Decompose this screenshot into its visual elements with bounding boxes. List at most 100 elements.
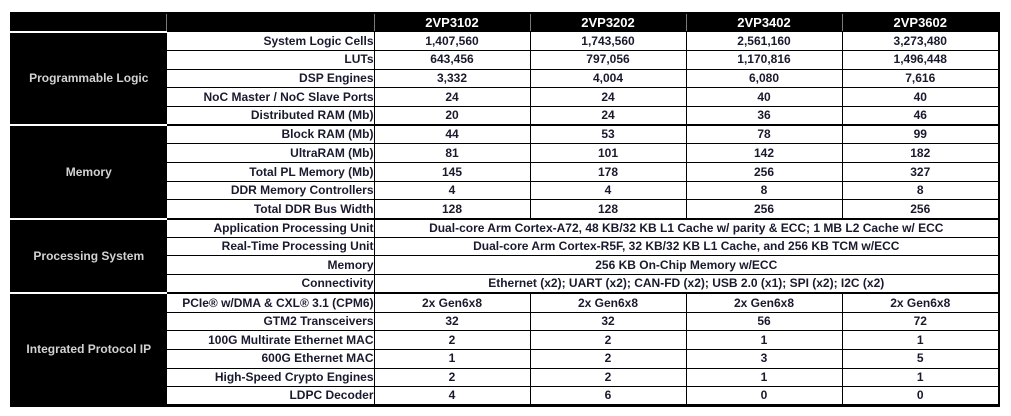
row-label: DSP Engines xyxy=(165,68,375,89)
spec-value: 7,616 xyxy=(841,68,1000,89)
spec-value: 6 xyxy=(529,386,687,406)
spec-value: 128 xyxy=(373,199,531,220)
spec-value: 99 xyxy=(841,124,1000,145)
spec-value: 797,056 xyxy=(529,49,687,70)
spec-value: 101 xyxy=(529,143,687,163)
spec-value: 2x Gen6x8 xyxy=(373,292,531,313)
spec-value: 6,080 xyxy=(685,68,843,89)
spec-value: 1,407,560 xyxy=(373,31,531,51)
spec-value: 1 xyxy=(685,330,843,350)
section-label: Processing System xyxy=(11,217,167,294)
table-row: Real-Time Processing Unit Dual-core Arm C… xyxy=(11,236,1000,257)
table-row: Memory 256 KB On-Chip Memory w/ECC xyxy=(11,255,1000,276)
spec-value: 1,170,816 xyxy=(685,49,843,70)
table-row: Total DDR Bus Width 128 128 256 256 xyxy=(11,199,1000,220)
spec-value: 142 xyxy=(685,143,843,163)
table-row: 100G Multirate Ethernet MAC 2 2 1 1 xyxy=(11,330,1000,350)
row-label: High-Speed Crypto Engines xyxy=(165,367,375,388)
spec-value: 78 xyxy=(685,124,843,145)
section-label: Programmable Logic xyxy=(11,30,167,126)
spec-value: 46 xyxy=(841,105,1000,126)
section-label: Memory xyxy=(11,124,167,219)
spec-value: 128 xyxy=(529,199,687,220)
table-row: High-Speed Crypto Engines 2 2 1 1 xyxy=(11,367,1000,388)
spec-value: 3,273,480 xyxy=(841,31,1000,51)
spec-value: 3,332 xyxy=(373,68,531,89)
column-header: 2VP3402 xyxy=(686,13,843,33)
spec-value: 36 xyxy=(685,105,843,126)
spec-value: 8 xyxy=(685,180,843,201)
spec-value: 2 xyxy=(529,367,687,388)
row-label: 600G Ethernet MAC xyxy=(165,348,375,369)
table-row: LUTs 643,456 797,056 1,170,816 1,496,448 xyxy=(11,49,1000,70)
spec-value: 0 xyxy=(685,386,843,406)
table-row: Programmable Logic System Logic Cells 1,40… xyxy=(11,30,1000,126)
spec-value-span: Dual-core Arm Cortex-R5F, 32 KB/32 KB L1… xyxy=(373,236,1000,257)
row-label: 100G Multirate Ethernet MAC xyxy=(165,330,375,350)
row-label: LUTs xyxy=(165,49,375,70)
spec-value: 2 xyxy=(529,348,687,369)
row-label: GTM2 Transceivers xyxy=(165,311,375,332)
table-row: Memory Block RAM (Mb) 44 53 78 99 xyxy=(11,124,1000,219)
spec-value: 1 xyxy=(685,367,843,388)
row-label: LDPC Decoder xyxy=(165,386,375,406)
spec-value: 256 xyxy=(685,199,843,220)
spec-value: 2 xyxy=(529,330,687,350)
spec-value: 2,561,160 xyxy=(685,31,843,51)
spec-value: 20 xyxy=(373,105,531,126)
spec-value: 44 xyxy=(373,124,531,145)
spec-value: 182 xyxy=(841,143,1000,163)
spec-value: 8 xyxy=(841,180,1000,201)
corner-spacer xyxy=(11,13,167,33)
row-label: Memory xyxy=(165,255,375,276)
spec-value: 2x Gen6x8 xyxy=(685,292,843,313)
spec-value: 40 xyxy=(685,87,843,107)
spec-value: 2 xyxy=(373,367,531,388)
row-label: Connectivity xyxy=(165,274,375,294)
spec-value: 53 xyxy=(529,124,687,145)
table-row: Distributed RAM (Mb) 20 24 36 46 xyxy=(11,105,1000,126)
spec-value: 2x Gen6x8 xyxy=(529,292,687,313)
versal-spec-table: 2VP3102 2VP3202 2VP3402 2VP3602 Programmabl… xyxy=(10,12,1000,407)
column-header: 2VP3602 xyxy=(842,13,1000,33)
spec-value: 0 xyxy=(841,386,1000,406)
spec-value: 256 xyxy=(685,162,843,182)
spec-value: 1 xyxy=(841,330,1000,350)
row-label: Application Processing Unit xyxy=(165,217,375,238)
spec-value: 4 xyxy=(373,180,531,201)
spec-value: 24 xyxy=(529,87,687,107)
spec-value: 1 xyxy=(373,348,531,369)
spec-value: 2 xyxy=(373,330,531,350)
spec-value: 32 xyxy=(529,311,687,332)
row-label: Block RAM (Mb) xyxy=(165,124,375,145)
spec-value: 643,456 xyxy=(373,49,531,70)
row-label: Real-Time Processing Unit xyxy=(165,236,375,257)
table-row: Connectivity Ethernet (x2); UART (x2); CA… xyxy=(11,274,1000,294)
row-label: Distributed RAM (Mb) xyxy=(165,105,375,126)
spec-value: 4 xyxy=(529,180,687,201)
spec-value: 145 xyxy=(373,162,531,182)
spec-value: 56 xyxy=(685,311,843,332)
row-label: Total PL Memory (Mb) xyxy=(165,162,375,182)
table-row: Total PL Memory (Mb) 145 178 256 327 xyxy=(11,162,1000,182)
table-row: DDR Memory Controllers 4 4 8 8 xyxy=(11,180,1000,201)
row-label: PCIe® w/DMA & CXL® 3.1 (CPM6) xyxy=(165,292,375,313)
section-label: Integrated Protocol IP xyxy=(11,292,167,406)
spec-value: 4,004 xyxy=(529,68,687,89)
table-row: LDPC Decoder 4 6 0 0 xyxy=(11,386,1000,406)
spec-value: 4 xyxy=(373,386,531,406)
row-label: UltraRAM (Mb) xyxy=(165,143,375,163)
table-row: UltraRAM (Mb) 81 101 142 182 xyxy=(11,143,1000,163)
row-label: NoC Master / NoC Slave Ports xyxy=(165,87,375,107)
table-row: Processing System Application Processing … xyxy=(11,217,1000,294)
table-row: GTM2 Transceivers 32 32 56 72 xyxy=(11,311,1000,332)
row-label: System Logic Cells xyxy=(165,31,375,51)
table-header-row: 2VP3102 2VP3202 2VP3402 2VP3602 xyxy=(11,13,1000,33)
spec-value-span: Ethernet (x2); UART (x2); CAN-FD (x2); U… xyxy=(373,274,1000,294)
spec-value: 24 xyxy=(529,105,687,126)
spec-value: 1,743,560 xyxy=(529,31,687,51)
row-label: DDR Memory Controllers xyxy=(165,180,375,201)
table-row: Integrated Protocol IP PCIe® w/DMA & CXL®… xyxy=(11,292,1000,406)
spec-value: 24 xyxy=(373,87,531,107)
